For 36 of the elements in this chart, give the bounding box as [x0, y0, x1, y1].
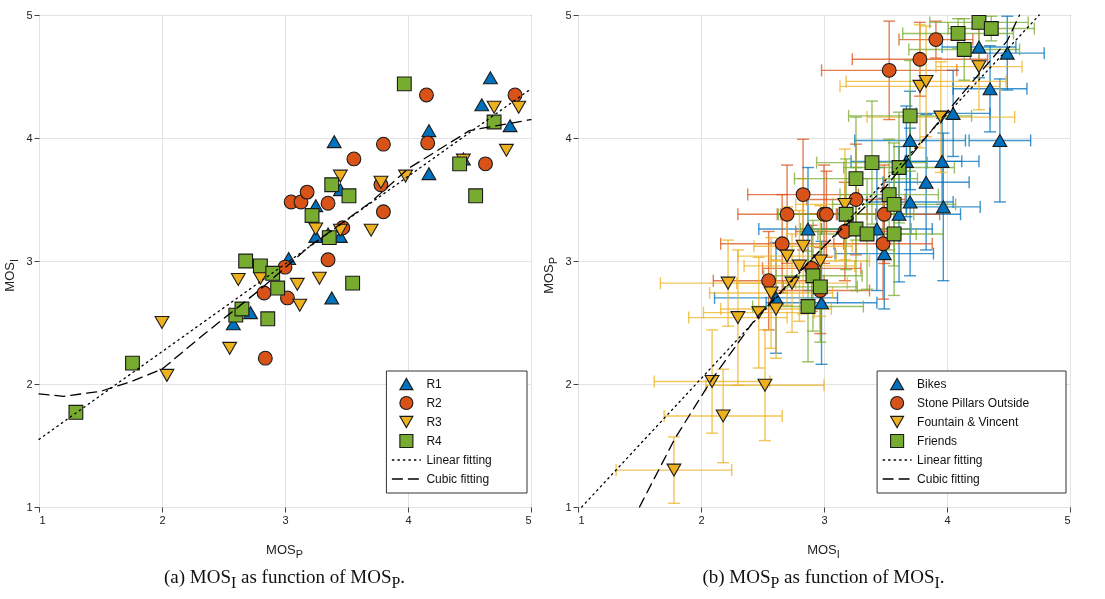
- y-tick-label: 5: [26, 8, 33, 21]
- text: (a) MOS$_{I}$ as function of MOS$_{P}$.: [163, 565, 406, 592]
- y-tick-label: 4: [565, 131, 572, 144]
- legend-label: Cubic fitting: [917, 472, 980, 486]
- x-tick-label: 1: [39, 513, 46, 526]
- text: (b) MOS$_{P}$ as function of MOS$_{I}$.: [701, 565, 946, 592]
- x-tick-label: 5: [1064, 513, 1071, 526]
- y-tick-label: 4: [26, 131, 33, 144]
- x-tick-label: 1: [578, 513, 585, 526]
- legend-label: Cubic fitting: [426, 472, 490, 486]
- x-tick-label: 2: [698, 513, 705, 526]
- legend-label: Linear fitting: [917, 453, 983, 467]
- legend-label: R1: [426, 377, 443, 391]
- legend-label: Friends: [917, 434, 958, 448]
- y-tick-label: 2: [26, 377, 33, 390]
- x-tick-label: 3: [821, 513, 828, 526]
- legend-label: Linear fitting: [426, 453, 492, 467]
- y-tick-label: 1: [565, 500, 572, 513]
- y-tick-label: 3: [565, 254, 572, 267]
- legend-label: R4: [426, 434, 443, 448]
- legend-label: Fountain & Vincent: [917, 415, 1019, 429]
- x-tick-label: 3: [282, 513, 289, 526]
- x-tick-label: 4: [405, 513, 412, 526]
- y-tick-label: 1: [26, 500, 33, 513]
- y-tick-label: 2: [565, 377, 572, 390]
- legend-label: Stone Pillars Outside: [917, 396, 1030, 410]
- x-tick-label: 4: [944, 513, 951, 526]
- legend-label: R2: [426, 396, 443, 410]
- legend-label: Bikes: [917, 377, 947, 391]
- x-axis-title: MOS$_{P}$: [265, 542, 304, 560]
- x-tick-label: 2: [159, 513, 166, 526]
- x-axis-title: MOS$_{I}$: [806, 542, 841, 560]
- y-tick-label: 3: [26, 254, 33, 267]
- y-tick-label: 5: [565, 8, 572, 21]
- legend-label: R3: [426, 415, 443, 429]
- x-tick-label: 5: [525, 513, 532, 526]
